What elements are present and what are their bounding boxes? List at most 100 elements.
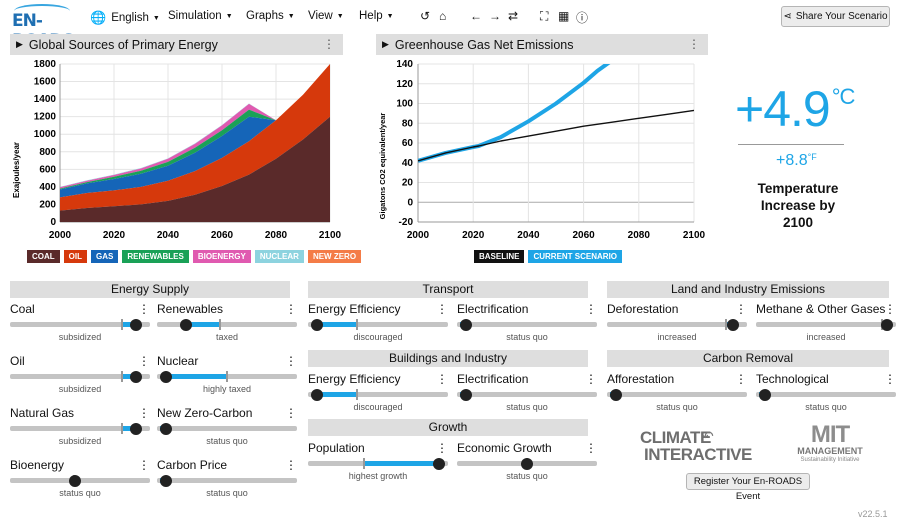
slider-handle[interactable] (180, 319, 193, 331)
more-options-icon[interactable]: ⋮ (285, 406, 297, 420)
slider-carbon-price[interactable]: Carbon Price ⋮ status quo (157, 458, 297, 504)
menu-help[interactable]: Help ▼ (359, 10, 394, 22)
slider-handle[interactable] (609, 389, 622, 401)
slider-handle[interactable] (310, 319, 323, 331)
slider-track[interactable] (157, 426, 297, 431)
slider-transport-efficiency[interactable]: Energy Efficiency ⋮ discouraged (308, 302, 448, 348)
undo-icon[interactable]: ↺ (420, 9, 431, 23)
slider-handle[interactable] (433, 458, 446, 470)
graph2-header[interactable]: ▶ Greenhouse Gas Net Emissions ⋮ (376, 34, 708, 55)
slider-track[interactable] (157, 322, 297, 327)
slider-handle[interactable] (68, 475, 81, 487)
more-options-icon[interactable]: ⋮ (735, 302, 747, 316)
info-icon[interactable]: ⓘ (576, 11, 589, 25)
more-options-icon[interactable]: ⋮ (585, 441, 597, 455)
more-options-icon[interactable]: ⋮ (585, 302, 597, 316)
slider-handle[interactable] (159, 475, 172, 487)
slider-handle[interactable] (521, 458, 533, 470)
slider-handle[interactable] (159, 423, 172, 435)
menu-simulation[interactable]: Simulation ▼ (168, 10, 233, 22)
more-options-icon[interactable]: ⋮ (285, 302, 297, 316)
slider-track[interactable] (756, 392, 896, 397)
menu-language[interactable]: 🌐 English ▼ (90, 10, 160, 26)
legend-new-zero[interactable]: NEW ZERO (307, 250, 362, 263)
register-event-button[interactable]: Register Your En-ROADS Event (686, 473, 810, 502)
menu-view[interactable]: View ▼ (308, 10, 344, 22)
more-options-icon[interactable]: ⋮ (688, 37, 700, 51)
legend-coal[interactable]: COAL (27, 250, 60, 263)
slider-handle[interactable] (459, 389, 472, 401)
table-icon[interactable]: ▦ (558, 9, 570, 23)
slider-transport-electrification[interactable]: Electrification ⋮ status quo (457, 302, 597, 348)
mit-management-logo[interactable]: MIT MANAGEMENT Sustainability Initiative (790, 423, 870, 468)
more-options-icon[interactable]: ⋮ (884, 302, 896, 316)
slider-methane[interactable]: Methane & Other Gases ⋮ increased (756, 302, 896, 348)
legend-gas[interactable]: GAS (91, 250, 119, 263)
slider-handle[interactable] (758, 389, 771, 401)
menu-graphs[interactable]: Graphs ▼ (246, 10, 295, 22)
more-options-icon[interactable]: ⋮ (585, 372, 597, 386)
slider-track[interactable] (756, 322, 896, 327)
slider-track[interactable] (10, 426, 150, 431)
slider-track[interactable] (607, 322, 747, 327)
collapse-triangle-icon[interactable]: ▶ (382, 39, 389, 49)
collapse-triangle-icon[interactable]: ▶ (16, 39, 23, 49)
more-options-icon[interactable]: ⋮ (285, 458, 297, 472)
slider-bioenergy[interactable]: Bioenergy ⋮ status quo (10, 458, 150, 504)
slider-handle[interactable] (130, 423, 143, 435)
slider-track[interactable] (457, 392, 597, 397)
slider-oil[interactable]: Oil ⋮ subsidized (10, 354, 150, 400)
legend-oil[interactable]: OIL (63, 250, 88, 263)
slider-population[interactable]: Population ⋮ highest growth (308, 441, 448, 487)
slider-handle[interactable] (159, 371, 172, 383)
slider-buildings-efficiency[interactable]: Energy Efficiency ⋮ discouraged (308, 372, 448, 418)
slider-new-zero-carbon[interactable]: New Zero-Carbon ⋮ status quo (157, 406, 297, 452)
legend-current-scenario[interactable]: CURRENT SCENARIO (528, 250, 623, 263)
compare-icon[interactable]: ⇄ (508, 9, 519, 23)
more-options-icon[interactable]: ⋮ (138, 302, 150, 316)
more-options-icon[interactable]: ⋮ (138, 458, 150, 472)
more-options-icon[interactable]: ⋮ (884, 372, 896, 386)
slider-renewables[interactable]: Renewables ⋮ taxed (157, 302, 297, 348)
more-options-icon[interactable]: ⋮ (138, 406, 150, 420)
slider-handle[interactable] (459, 319, 472, 331)
fullscreen-icon[interactable]: ⛶ (540, 9, 549, 23)
slider-coal[interactable]: Coal ⋮ subsidized (10, 302, 150, 348)
more-options-icon[interactable]: ⋮ (436, 302, 448, 316)
slider-technological[interactable]: Technological ⋮ status quo (756, 372, 896, 418)
more-options-icon[interactable]: ⋮ (436, 441, 448, 455)
home-icon[interactable]: ⌂ (439, 9, 447, 23)
legend-nuclear[interactable]: NUCLEAR (254, 250, 304, 263)
slider-track[interactable] (457, 322, 597, 327)
slider-buildings-electrification[interactable]: Electrification ⋮ status quo (457, 372, 597, 418)
en-roads-logo[interactable]: EN-ROADS (8, 4, 75, 51)
more-options-icon[interactable]: ⋮ (138, 354, 150, 368)
back-arrow-icon[interactable]: ← (470, 9, 482, 23)
slider-track[interactable] (157, 478, 297, 483)
slider-natural-gas[interactable]: Natural Gas ⋮ subsidized (10, 406, 150, 452)
slider-track[interactable] (10, 374, 150, 379)
legend-renewables[interactable]: RENEWABLES (122, 250, 189, 263)
more-options-icon[interactable]: ⋮ (323, 37, 335, 51)
slider-afforestation[interactable]: Afforestation ⋮ status quo (607, 372, 747, 418)
slider-handle[interactable] (130, 371, 143, 383)
slider-deforestation[interactable]: Deforestation ⋮ increased (607, 302, 747, 348)
legend-baseline[interactable]: BASELINE (474, 250, 525, 263)
slider-track[interactable] (308, 322, 448, 327)
slider-track[interactable] (308, 392, 448, 397)
slider-economic-growth[interactable]: Economic Growth ⋮ status quo (457, 441, 597, 487)
slider-nuclear[interactable]: Nuclear ⋮ highly taxed (157, 354, 297, 400)
slider-handle[interactable] (881, 319, 894, 331)
share-scenario-button[interactable]: ⋖ Share Your Scenario (781, 6, 890, 27)
slider-handle[interactable] (727, 319, 740, 331)
slider-handle[interactable] (310, 389, 323, 401)
more-options-icon[interactable]: ⋮ (735, 372, 747, 386)
slider-handle[interactable] (130, 319, 143, 331)
legend-bioenergy[interactable]: BIOENERGY (192, 250, 251, 263)
more-options-icon[interactable]: ⋮ (285, 354, 297, 368)
graph1-header[interactable]: ▶ Global Sources of Primary Energy ⋮ (10, 34, 343, 55)
slider-track[interactable] (607, 392, 747, 397)
more-options-icon[interactable]: ⋮ (436, 372, 448, 386)
forward-arrow-icon[interactable]: → (489, 9, 501, 23)
climate-interactive-logo[interactable]: CLIMATE ↶ INTERACTIVE (640, 428, 752, 466)
